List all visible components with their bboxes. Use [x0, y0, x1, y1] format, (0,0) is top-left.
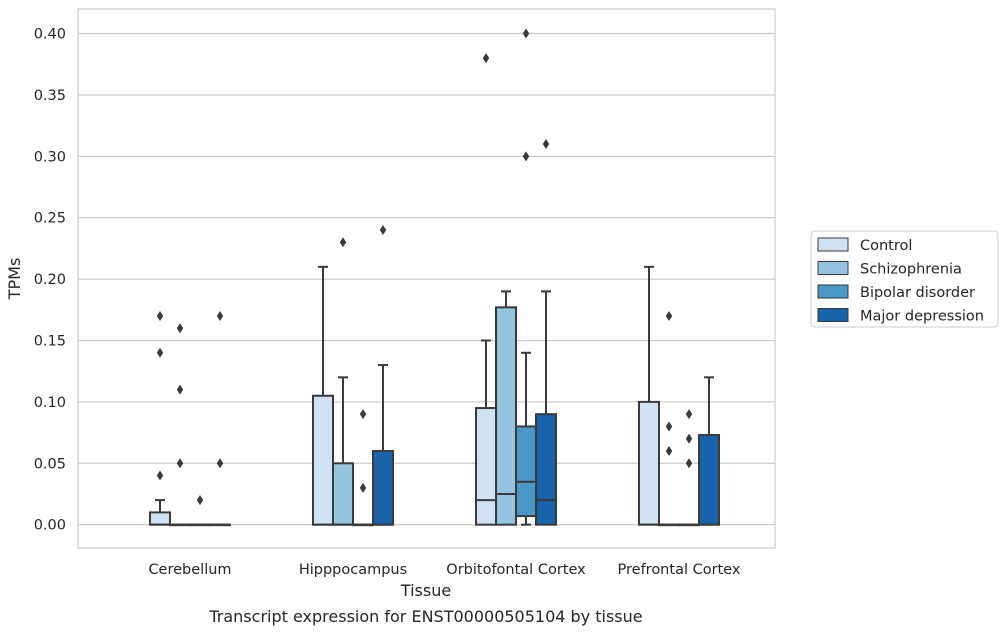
outlier-point [685, 433, 693, 444]
box-body [149, 511, 171, 526]
box-body [332, 462, 354, 526]
box-body [372, 450, 394, 526]
outlier-point [379, 225, 387, 236]
legend-item: Bipolar disorder [817, 284, 975, 301]
box-schizophrenia [658, 523, 680, 527]
outlier-point [522, 151, 530, 162]
legend: Control Schizophrenia Bipolar disorder Majo… [810, 230, 999, 328]
outlier-point [196, 495, 204, 506]
box-body [698, 434, 720, 526]
box-major-depression [698, 376, 720, 526]
y-tick-label: 0.00 [34, 518, 66, 534]
legend-swatch [817, 284, 849, 299]
legend-swatch [817, 261, 849, 275]
y-tick-label: 0.10 [34, 395, 66, 411]
box-schizophrenia [495, 290, 517, 526]
box-body [535, 413, 557, 526]
outlier-point [665, 310, 673, 321]
box-body [495, 306, 517, 526]
legend-item: Control [817, 237, 912, 254]
legend-label: Schizophrenia [860, 262, 962, 278]
outlier-point [665, 446, 673, 457]
outlier-point [156, 310, 164, 321]
box-body [312, 394, 334, 526]
outlier-point [359, 409, 367, 420]
box-major-depression [209, 523, 231, 527]
outlier-point [176, 323, 184, 334]
legend-item: Major depression [817, 308, 984, 325]
outlier-point [359, 482, 367, 493]
legend-label: Control [860, 238, 912, 254]
legend-label: Bipolar disorder [860, 285, 975, 301]
legend-label: Major depression [860, 309, 984, 325]
outlier-point [685, 409, 693, 420]
x-tick-label: Hipppocampus [299, 562, 407, 578]
grid-lines [78, 32, 775, 526]
box-control [638, 265, 660, 526]
box-plot-boxes [149, 265, 720, 527]
y-tick-label: 0.40 [34, 27, 66, 43]
legend-swatch [817, 308, 849, 322]
figure-caption: Transcript expression for ENST0000050510… [208, 607, 642, 626]
box-bipolar-disorder [352, 523, 374, 527]
y-tick-label: 0.35 [34, 88, 66, 104]
y-tick-label: 0.15 [34, 334, 66, 350]
outlier-point [339, 237, 347, 248]
legend-frame [810, 230, 999, 328]
outlier-point [482, 53, 490, 64]
outlier-point [522, 28, 530, 39]
outlier-point [176, 458, 184, 469]
box-schizophrenia [332, 376, 354, 526]
y-tick-label: 0.05 [34, 456, 66, 472]
box-control [475, 339, 497, 526]
box-body [638, 400, 660, 526]
box-body [475, 407, 497, 526]
x-tick-label: Prefrontal Cortex [618, 562, 741, 578]
outlier-point [176, 384, 184, 395]
outlier-point [685, 458, 693, 469]
legend-item: Schizophrenia [817, 261, 962, 278]
outlier-point [216, 310, 224, 321]
outlier-point [542, 139, 550, 150]
plot-frame [77, 8, 776, 549]
box-control [312, 265, 334, 526]
legend-swatch [817, 237, 849, 252]
outlier-point [216, 458, 224, 469]
outlier-point [156, 470, 164, 481]
box-bipolar-disorder [515, 351, 537, 526]
outlier-point [665, 421, 673, 432]
box-bipolar-disorder [678, 523, 700, 527]
x-axis-title: Tissue [400, 581, 451, 600]
outlier-point [156, 347, 164, 358]
y-tick-label: 0.25 [34, 211, 66, 227]
x-axis-ticks: Cerebellum Hipppocampus Orbitofontal Corte… [148, 562, 740, 578]
box-schizophrenia [169, 523, 191, 527]
y-tick-label: 0.20 [34, 272, 66, 288]
x-tick-label: Orbitofontal Cortex [446, 562, 586, 578]
y-axis-title: TPMs [5, 258, 24, 301]
box-bipolar-disorder [189, 523, 211, 527]
box-control [149, 499, 171, 526]
box-body [515, 425, 537, 518]
x-tick-label: Cerebellum [148, 562, 231, 578]
y-axis-ticks: 0.00 0.05 0.10 0.15 0.20 0.25 0.30 0.35 0.40 [34, 27, 66, 534]
y-tick-label: 0.30 [34, 149, 66, 165]
box-major-depression [535, 290, 557, 526]
box-major-depression [372, 364, 394, 526]
outlier-points [156, 28, 693, 506]
